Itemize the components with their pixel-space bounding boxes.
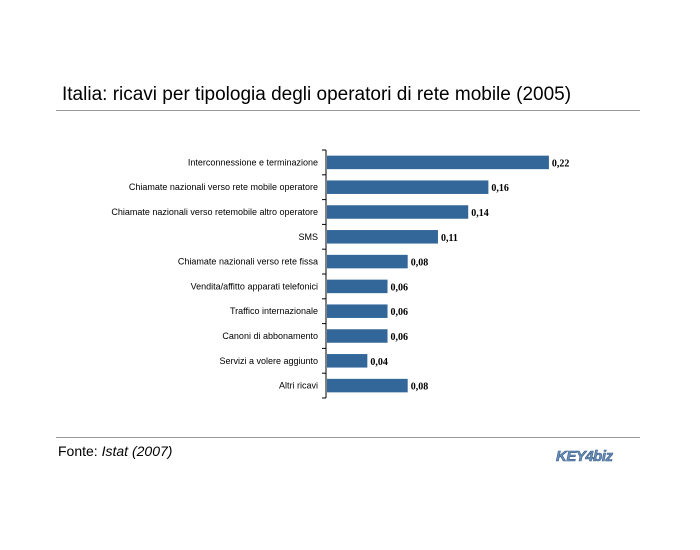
category-label: Canoni di abbonamento (222, 331, 318, 341)
category-label: SMS (298, 232, 318, 242)
value-label: 0,06 (391, 282, 409, 293)
value-label: 0,08 (411, 258, 429, 269)
category-label: Interconnessione e terminazione (188, 157, 318, 167)
category-label: Altri ricavi (279, 381, 318, 391)
bar (327, 155, 549, 170)
value-label: 0,04 (370, 357, 388, 368)
source-note: Fonte: Istat (2007) (58, 443, 172, 459)
value-label: 0,06 (391, 332, 409, 343)
bar (327, 230, 438, 244)
category-label: Vendita/affitto apparati telefonici (191, 281, 318, 291)
bar (327, 254, 408, 269)
bar (327, 329, 388, 343)
chart-title: Italia: ricavi per tipologia degli opera… (62, 84, 572, 105)
category-label: Chiamate nazionali verso retemobile altr… (111, 207, 318, 217)
category-label: Servizi a volere aggiunto (219, 356, 318, 366)
bar (327, 378, 408, 393)
footer-divider (56, 437, 640, 438)
value-label: 0,06 (391, 307, 409, 318)
value-label: 0,08 (411, 382, 429, 393)
source-label: Fonte: (58, 443, 98, 459)
value-label: 0,22 (552, 158, 570, 169)
category-label: Chiamate nazionali verso rete fissa (178, 257, 318, 267)
key4biz-logo: KEY4biz (556, 448, 614, 466)
value-label: 0,16 (491, 183, 509, 194)
bar (327, 205, 469, 219)
bar (327, 354, 368, 368)
category-label: Traffico internazionale (230, 306, 318, 316)
bar (327, 279, 388, 294)
value-label: 0,11 (441, 233, 458, 244)
source-name: Istat (101, 443, 129, 459)
bar (327, 180, 489, 194)
source-year: (2007) (131, 443, 173, 459)
svg-text:KEY4biz: KEY4biz (556, 448, 614, 465)
bar (327, 304, 388, 318)
value-label: 0,14 (471, 208, 489, 219)
category-label: Chiamate nazionali verso rete mobile ope… (129, 182, 318, 192)
title-divider (56, 110, 640, 111)
